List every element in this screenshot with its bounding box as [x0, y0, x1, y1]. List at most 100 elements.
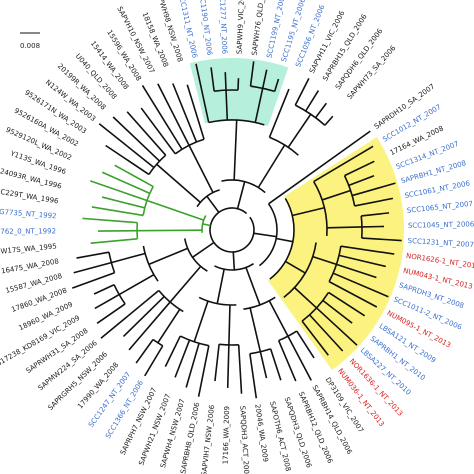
tip-branch [301, 320, 329, 356]
tip-branch [294, 78, 310, 106]
tip-label: U040_QLD_2008 [74, 52, 119, 101]
clade-arc [198, 296, 237, 306]
tip-branch [82, 217, 138, 224]
tip-label: SCC1065_NT_2007 [407, 200, 474, 215]
tip-branch [332, 272, 389, 298]
tip-branch [210, 67, 215, 92]
clade-highlights [189, 57, 404, 370]
tip-branch [354, 197, 394, 207]
tree-branches [71, 61, 402, 399]
tip-branch [328, 291, 366, 317]
clade-stem [245, 267, 261, 306]
tip-branch [309, 314, 344, 352]
tip-branch [361, 225, 384, 228]
clade-stem [146, 199, 204, 221]
tip-branch [348, 175, 375, 187]
clade-stem [136, 229, 203, 232]
tip-branch [249, 353, 258, 399]
tip-label: 20046_WA_2009 [253, 404, 269, 463]
tip-label: WBG7762_0_NT_1992 [0, 227, 56, 236]
tip-branch [237, 344, 243, 394]
tip-branch [186, 84, 205, 140]
tip-branch [340, 245, 395, 255]
clade-stem [292, 206, 325, 217]
tip-label: LBSA121_NT_2009 [378, 322, 437, 364]
tip-branch [93, 283, 115, 295]
tip-branch [164, 335, 181, 367]
tip-branch [135, 339, 154, 364]
tip-branch [101, 171, 151, 195]
tip-label: WBG7735_NT_1992 [0, 207, 57, 220]
tip-branch [195, 63, 210, 123]
scale-bar: 0.008 [20, 32, 40, 50]
clade-stem [192, 241, 215, 258]
tip-label: SCC1190_NT_2006 [197, 0, 213, 56]
tip-branch [237, 78, 240, 91]
tip-label: SCC1045_NT_2006 [408, 220, 474, 230]
clade-stem [285, 260, 306, 274]
tip-label: SAPQDH3_ACT_2006 [238, 405, 250, 474]
tip-label: SAPWH76_QLD_2006 [250, 0, 267, 56]
tip-label: SAPVIH7_NSW_2006 [200, 404, 216, 474]
clade-arc [221, 179, 266, 194]
clade-stem [169, 265, 202, 303]
clade-stem [225, 90, 229, 121]
tip-branch [140, 107, 176, 155]
clade-stem [268, 300, 289, 337]
highlight-teal-clade [189, 57, 289, 127]
tip-branch [214, 344, 220, 382]
clade-stem [188, 144, 214, 193]
clade-stem [326, 226, 362, 229]
tip-branch [328, 280, 378, 308]
tip-branch [268, 130, 371, 205]
tip-branch [128, 301, 171, 351]
clade-stem [232, 251, 236, 270]
tip-branch [269, 348, 282, 381]
tip-branch [313, 145, 374, 183]
tip-branch [100, 289, 160, 339]
clade-stem [216, 269, 225, 304]
tip-branch [105, 144, 150, 176]
tip-branch [172, 83, 198, 143]
tip-branch [71, 272, 115, 289]
tip-branch [361, 237, 402, 242]
tip-branch [144, 345, 164, 377]
tip-branch [338, 254, 386, 268]
clade-stem [276, 237, 294, 243]
tip-branch [185, 343, 200, 388]
clade-stem [321, 189, 351, 201]
root-arc [209, 207, 255, 253]
tip-label: SCC1061_NT_2006 [404, 179, 471, 200]
clade-stem [157, 308, 181, 344]
clade-stem [202, 223, 211, 227]
tip-branch [268, 88, 290, 138]
tip-branch [305, 90, 320, 112]
tip-label: 17166_WA_2009 [222, 406, 232, 465]
clade-stem [253, 232, 277, 238]
tip-branch [90, 238, 138, 244]
tip-branch [336, 263, 377, 279]
clade-stem [206, 195, 220, 213]
clade-stem [118, 274, 155, 296]
tip-branch [96, 303, 126, 324]
tip-label: NOR1626-1_NT_2013 [406, 252, 474, 271]
tip-branch [197, 345, 210, 397]
tip-branch [101, 196, 145, 209]
tip-branch [249, 61, 255, 87]
tip-branch [126, 111, 167, 156]
tip-branch [324, 115, 334, 126]
tip-label: SCC1277_NT_2006 [218, 0, 229, 55]
clade-stem [228, 304, 231, 345]
scale-bar-label: 0.008 [20, 42, 40, 50]
tip-branch [76, 251, 110, 259]
tip-branch [259, 351, 268, 379]
tip-label: SAPWH9_VIC_2007 [236, 0, 247, 54]
tip-branch [141, 85, 183, 150]
tip-branch [273, 78, 280, 92]
tip-branch [261, 69, 268, 89]
tip-branch [112, 116, 161, 162]
clade-arc [214, 262, 255, 271]
tip-branch [90, 180, 148, 202]
tip-branch [91, 206, 144, 217]
